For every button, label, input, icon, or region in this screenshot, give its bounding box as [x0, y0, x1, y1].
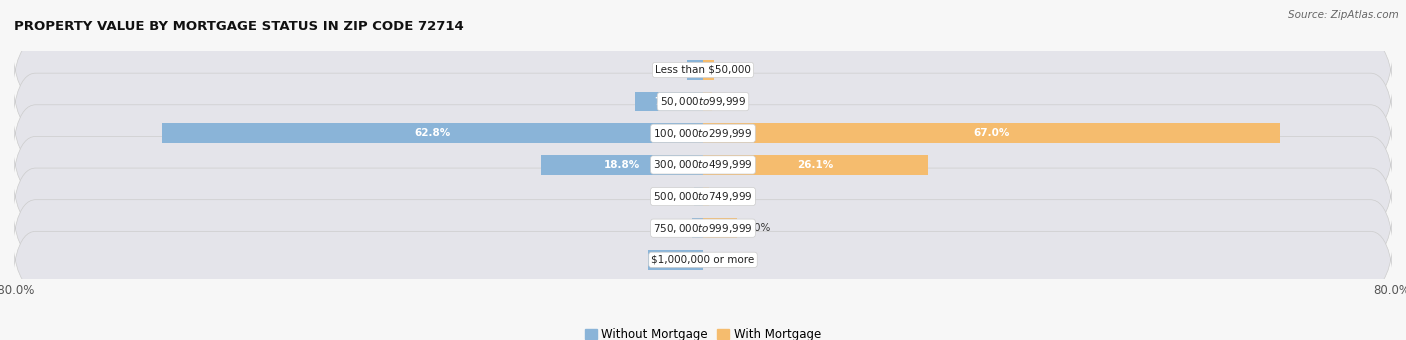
FancyBboxPatch shape: [10, 130, 1396, 263]
Text: 0.99%: 0.99%: [655, 191, 688, 202]
Text: 0.0%: 0.0%: [710, 255, 737, 265]
Bar: [695, 187, 703, 206]
Text: 0.65%: 0.65%: [716, 191, 748, 202]
Text: $50,000 to $99,999: $50,000 to $99,999: [659, 95, 747, 108]
Bar: [703, 60, 714, 80]
Text: 62.8%: 62.8%: [415, 128, 451, 138]
Text: 26.1%: 26.1%: [797, 160, 834, 170]
Text: 6.4%: 6.4%: [661, 255, 690, 265]
Text: $1,000,000 or more: $1,000,000 or more: [651, 255, 755, 265]
Text: 4.0%: 4.0%: [744, 223, 770, 233]
Bar: [541, 155, 703, 175]
Bar: [703, 218, 738, 238]
Bar: [636, 92, 703, 112]
Bar: [703, 92, 713, 112]
FancyBboxPatch shape: [10, 193, 1396, 326]
Text: 67.0%: 67.0%: [973, 128, 1010, 138]
Text: 7.9%: 7.9%: [654, 97, 683, 107]
Bar: [686, 60, 703, 80]
Text: PROPERTY VALUE BY MORTGAGE STATUS IN ZIP CODE 72714: PROPERTY VALUE BY MORTGAGE STATUS IN ZIP…: [14, 20, 464, 33]
Bar: [703, 155, 928, 175]
FancyBboxPatch shape: [10, 162, 1396, 295]
Text: $100,000 to $299,999: $100,000 to $299,999: [654, 127, 752, 140]
FancyBboxPatch shape: [10, 99, 1396, 231]
Text: 1.3%: 1.3%: [721, 65, 748, 75]
Bar: [162, 123, 703, 143]
FancyBboxPatch shape: [10, 3, 1396, 136]
Bar: [648, 250, 703, 270]
Legend: Without Mortgage, With Mortgage: Without Mortgage, With Mortgage: [581, 323, 825, 340]
Text: $750,000 to $999,999: $750,000 to $999,999: [654, 222, 752, 235]
Text: $300,000 to $499,999: $300,000 to $499,999: [654, 158, 752, 171]
Text: 1.1%: 1.1%: [720, 97, 745, 107]
Bar: [703, 123, 1279, 143]
Bar: [703, 187, 709, 206]
Text: Source: ZipAtlas.com: Source: ZipAtlas.com: [1288, 10, 1399, 20]
Text: Less than $50,000: Less than $50,000: [655, 65, 751, 75]
Text: $500,000 to $749,999: $500,000 to $749,999: [654, 190, 752, 203]
Text: 1.9%: 1.9%: [654, 65, 679, 75]
FancyBboxPatch shape: [10, 67, 1396, 200]
Text: 18.8%: 18.8%: [605, 160, 640, 170]
Text: 1.3%: 1.3%: [658, 223, 685, 233]
Bar: [692, 218, 703, 238]
FancyBboxPatch shape: [10, 35, 1396, 168]
